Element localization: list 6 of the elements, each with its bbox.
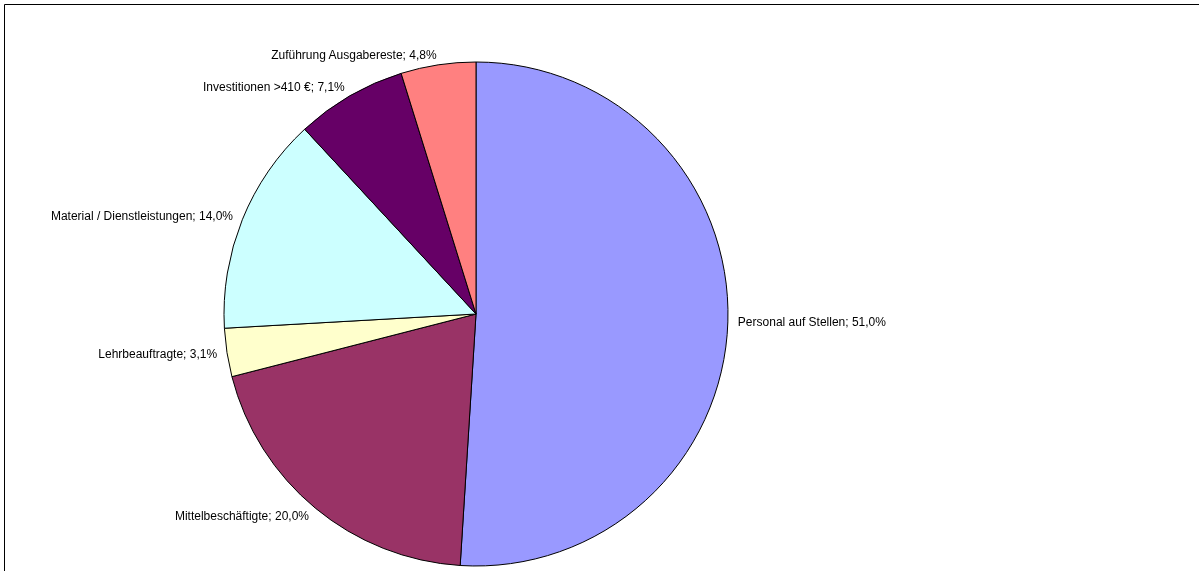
slice-label: Mittelbeschäftigte; 20,0%	[174, 508, 310, 523]
slice-label: Material / Dienstleistungen; 14,0%	[50, 209, 234, 224]
slice-label: Personal auf Stellen; 51,0%	[737, 315, 887, 330]
slice-label: Zuführung Ausgabereste; 4,8%	[271, 47, 437, 62]
slice-label: Investitionen >410 €; 7,1%	[202, 80, 346, 95]
slice-label: Lehrbeauftragte; 3,1%	[98, 347, 218, 362]
